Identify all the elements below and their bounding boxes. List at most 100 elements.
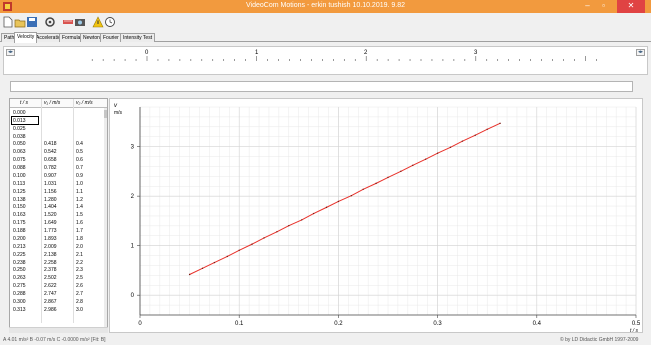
table-cell[interactable]: 0.238: [13, 259, 26, 266]
table-row[interactable]: 0.050 0.418 0.4: [10, 141, 105, 148]
table-row[interactable]: 0.300 2.867 2.8: [10, 299, 105, 306]
settings-icon[interactable]: [44, 16, 56, 28]
table-cell[interactable]: 1.1: [76, 188, 83, 195]
scrollbar-thumb[interactable]: [104, 110, 107, 118]
table-cell[interactable]: 0.013: [13, 117, 26, 124]
table-cell[interactable]: 0.300: [13, 298, 26, 305]
ruler-left-arrows-icon[interactable]: ◂▸: [6, 49, 15, 56]
column-header-v1[interactable]: v₁ / m/s: [44, 100, 61, 106]
table-cell[interactable]: 2.6: [76, 283, 83, 290]
table-row[interactable]: 0.063 0.542 0.5: [10, 149, 105, 156]
table-cell[interactable]: 0.658: [44, 157, 57, 164]
ruler-right-arrows-icon[interactable]: ◂▸: [636, 49, 645, 56]
table-row[interactable]: 0.313 2.986 3.0: [10, 307, 105, 314]
table-cell[interactable]: 2.8: [76, 298, 83, 305]
close-button[interactable]: ✕: [617, 0, 645, 13]
table-cell[interactable]: 0.000: [13, 110, 26, 116]
table-cell[interactable]: 0.200: [13, 235, 26, 242]
vertical-scrollbar[interactable]: [104, 108, 107, 331]
table-cell[interactable]: 1.5: [76, 212, 83, 219]
table-row[interactable]: 0.150 1.404 1.4: [10, 204, 105, 211]
table-row[interactable]: 0.175 1.649 1.6: [10, 220, 105, 227]
table-cell[interactable]: 0.313: [13, 306, 26, 313]
table-cell[interactable]: 0.088: [13, 165, 26, 172]
table-cell[interactable]: 2.622: [44, 283, 57, 290]
table-cell[interactable]: 0.113: [13, 180, 26, 187]
table-cell[interactable]: 1.0: [76, 180, 83, 187]
save-file-icon[interactable]: [26, 16, 38, 28]
maximize-button[interactable]: ▫: [602, 1, 605, 10]
table-cell[interactable]: 1.8: [76, 235, 83, 242]
table-row[interactable]: 0.025: [10, 126, 105, 133]
table-cell[interactable]: 0.213: [13, 243, 26, 250]
horizontal-scrollbar[interactable]: [9, 327, 108, 333]
table-cell[interactable]: 2.1: [76, 251, 83, 258]
table-cell[interactable]: 0.225: [13, 251, 26, 258]
table-cell[interactable]: 1.4: [76, 204, 83, 211]
velocity-chart[interactable]: 0 1 2 3 0 0.1 0.2 0.3 0.4 0.5 v m/s t / s: [109, 98, 643, 333]
table-cell[interactable]: 0.038: [13, 133, 26, 140]
table-row[interactable]: 0.125 1.156 1.1: [10, 189, 105, 196]
table-cell[interactable]: 1.2: [76, 196, 83, 203]
table-cell[interactable]: 2.867: [44, 298, 57, 305]
table-cell[interactable]: 2.0: [76, 243, 83, 250]
table-row[interactable]: 0.238 2.258 2.2: [10, 260, 105, 267]
table-row[interactable]: 0.163 1.520 1.5: [10, 212, 105, 219]
tab-intensity-test[interactable]: Intensity Test: [120, 33, 156, 42]
column-header-v2[interactable]: v₂ / m/s: [76, 100, 93, 106]
table-row[interactable]: 0.013: [10, 118, 105, 125]
table-cell[interactable]: 1.520: [44, 212, 57, 219]
table-row[interactable]: 0.113 1.031 1.0: [10, 181, 105, 188]
table-cell[interactable]: 2.986: [44, 306, 57, 313]
table-row[interactable]: 0.275 2.622 2.6: [10, 283, 105, 290]
table-row[interactable]: 0.138 1.280 1.2: [10, 197, 105, 204]
table-cell[interactable]: 3.0: [76, 306, 83, 313]
table-cell[interactable]: 2.009: [44, 243, 57, 250]
column-header-time[interactable]: t / s: [20, 100, 29, 106]
table-cell[interactable]: 0.4: [76, 141, 83, 148]
data-table[interactable]: t / s v₁ / m/s v₂ / m/s 0.000 0.013 0.025 0…: [9, 98, 108, 332]
table-cell[interactable]: 2.747: [44, 291, 57, 297]
table-cell[interactable]: 0.5: [76, 149, 83, 156]
table-cell[interactable]: 2.7: [76, 291, 83, 297]
table-cell[interactable]: 0.025: [13, 125, 26, 132]
table-cell[interactable]: 0.288: [13, 291, 26, 297]
open-file-icon[interactable]: [14, 16, 26, 28]
tab-fourier[interactable]: Fourier: [100, 33, 122, 42]
table-cell[interactable]: 0.050: [13, 141, 26, 148]
table-row[interactable]: 0.263 2.502 2.5: [10, 275, 105, 282]
title-bar[interactable]: VideoCom Motions - erkin tushish 10.10.2…: [0, 0, 651, 13]
table-cell[interactable]: 0.6: [76, 157, 83, 164]
table-cell[interactable]: 2.502: [44, 275, 57, 282]
table-row[interactable]: 0.288 2.747 2.7: [10, 291, 105, 298]
measure-icon[interactable]: [62, 16, 74, 28]
table-cell[interactable]: 1.156: [44, 188, 57, 195]
table-row[interactable]: 0.200 1.893 1.8: [10, 236, 105, 243]
table-cell[interactable]: 1.404: [44, 204, 57, 211]
table-cell[interactable]: 1.6: [76, 220, 83, 227]
table-cell[interactable]: 0.125: [13, 188, 26, 195]
table-cell[interactable]: 2.138: [44, 251, 57, 258]
table-cell[interactable]: 2.5: [76, 275, 83, 282]
table-cell[interactable]: 1.031: [44, 180, 57, 187]
table-cell[interactable]: 1.773: [44, 228, 57, 235]
camera-icon[interactable]: [74, 16, 86, 28]
table-cell[interactable]: 0.100: [13, 172, 26, 179]
table-cell[interactable]: 2.378: [44, 267, 57, 274]
table-cell[interactable]: 0.418: [44, 141, 57, 148]
table-row[interactable]: 0.100 0.907 0.9: [10, 173, 105, 180]
table-cell[interactable]: 0.250: [13, 267, 26, 274]
table-cell[interactable]: 0.907: [44, 172, 57, 179]
table-cell[interactable]: 0.138: [13, 196, 26, 203]
table-row[interactable]: 0.000: [10, 110, 105, 117]
table-cell[interactable]: 2.258: [44, 259, 57, 266]
table-cell[interactable]: 2.3: [76, 267, 83, 274]
table-row[interactable]: 0.088 0.782 0.7: [10, 165, 105, 172]
table-cell[interactable]: 0.542: [44, 149, 57, 156]
table-cell[interactable]: 0.275: [13, 283, 26, 290]
table-row[interactable]: 0.213 2.009 2.0: [10, 244, 105, 251]
table-cell[interactable]: 0.188: [13, 228, 26, 235]
table-row[interactable]: 0.075 0.658 0.6: [10, 157, 105, 164]
table-cell[interactable]: 0.9: [76, 172, 83, 179]
table-cell[interactable]: 0.263: [13, 275, 26, 282]
